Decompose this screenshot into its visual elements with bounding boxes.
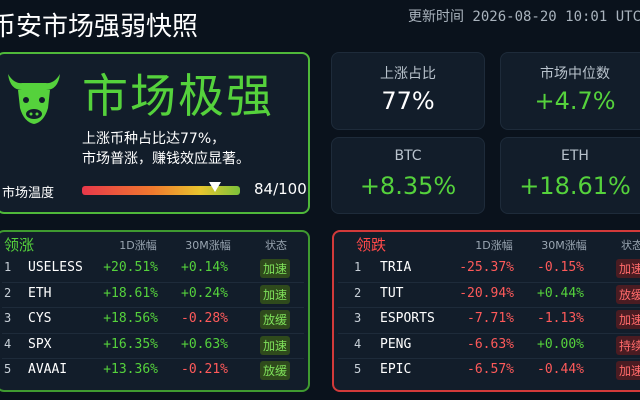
row-separator	[338, 281, 640, 283]
stat-label: ETH	[561, 148, 589, 164]
status-badge: 加速	[260, 259, 291, 278]
stat-value: +4.7%	[534, 87, 616, 115]
row-rank: 1	[4, 260, 12, 274]
change-30m: +0.44%	[537, 285, 584, 301]
row-separator	[2, 281, 304, 283]
stat-card: 上涨占比 77%	[331, 52, 485, 130]
column-header: 30M涨幅	[541, 239, 587, 252]
row-rank: 3	[4, 311, 12, 325]
description-line: 市场普涨，赚钱效应显著。	[82, 151, 250, 167]
change-1d: -25.37%	[459, 260, 514, 275]
symbol: AVAAI	[28, 362, 68, 377]
summary-card: 市场极强 上涨币种占比达77%， 市场普涨，赚钱效应显著。 市场温度 84/10…	[0, 52, 310, 214]
change-30m: -0.44%	[537, 362, 584, 377]
change-30m: +0.00%	[537, 336, 584, 352]
column-header: 1D涨幅	[119, 239, 157, 252]
symbol: TRIA	[380, 260, 412, 275]
row-separator	[338, 358, 640, 359]
symbol: EPIC	[380, 362, 412, 377]
change-30m: +0.63%	[181, 336, 228, 352]
symbol: USELESS	[28, 260, 83, 275]
change-1d: -6.57%	[467, 362, 514, 377]
symbol: ESPORTS	[380, 311, 435, 326]
row-rank: 4	[4, 336, 12, 351]
status-badge: 放缓	[260, 361, 291, 380]
row-rank: 5	[4, 362, 12, 376]
row-rank: 4	[354, 336, 362, 351]
change-1d: +16.35%	[103, 336, 158, 352]
change-1d: +18.61%	[103, 285, 158, 301]
market-level: 市场极强	[82, 69, 274, 123]
change-30m: -0.21%	[181, 362, 228, 377]
column-header: 30M涨幅	[185, 239, 231, 252]
symbol: TUT	[380, 285, 404, 301]
change-30m: +0.24%	[181, 285, 228, 301]
temperature-marker	[208, 182, 221, 192]
row-separator	[2, 307, 304, 308]
panel-title: 领涨	[4, 236, 35, 254]
status-badge: 放缓	[260, 310, 291, 329]
temperature-score: 84/100	[254, 180, 307, 198]
row-rank: 2	[354, 285, 362, 300]
row-rank: 5	[354, 362, 362, 376]
update-time: 更新时间 2026-08-20 10:01 UTC	[408, 9, 640, 25]
symbol: CYS	[28, 311, 52, 326]
stat-value: 77%	[381, 87, 435, 115]
row-separator	[338, 332, 640, 334]
change-1d: -20.94%	[459, 285, 514, 301]
row-separator	[338, 307, 640, 308]
stat-label: 上涨占比	[380, 66, 436, 82]
temperature-label: 市场温度	[2, 186, 55, 201]
bull-icon	[8, 74, 60, 124]
change-1d: +13.36%	[103, 362, 158, 377]
status-badge: 持续	[616, 335, 640, 355]
row-separator	[2, 358, 304, 359]
stat-card: BTC +8.35%	[331, 137, 485, 214]
status-badge: 加速	[260, 284, 291, 304]
change-30m: -0.28%	[181, 311, 228, 326]
status-badge: 加速	[616, 310, 640, 329]
symbol: SPX	[28, 336, 52, 352]
panel-title: 领跌	[356, 236, 387, 254]
page-title: 币安市场强弱快照	[0, 12, 199, 42]
status-badge: 加速	[616, 361, 640, 380]
change-1d: -7.71%	[467, 311, 514, 326]
stat-label: 市场中位数	[540, 66, 610, 82]
gainers-panel: 领涨 1D涨幅 30M涨幅 状态 1 USELESS +20.51% +0.14% 加速 2 ETH…	[0, 230, 310, 392]
stat-card: ETH +18.61%	[500, 137, 640, 214]
row-rank: 1	[354, 260, 362, 274]
stat-card: 市场中位数 +4.7%	[500, 52, 640, 130]
symbol: ETH	[28, 285, 52, 301]
status-badge: 放缓	[616, 284, 640, 304]
description-line: 上涨币种占比达77%，	[82, 131, 226, 147]
column-header: 状态	[265, 239, 287, 252]
row-rank: 2	[4, 285, 12, 300]
change-1d: +20.51%	[103, 260, 158, 275]
change-30m: +0.14%	[181, 260, 228, 275]
symbol: PENG	[380, 336, 412, 352]
temperature-bar	[82, 186, 240, 195]
status-badge: 加速	[616, 259, 640, 278]
change-1d: -6.63%	[467, 336, 514, 352]
row-rank: 3	[354, 311, 362, 325]
change-30m: -0.15%	[537, 260, 584, 275]
stat-value: +18.61%	[519, 172, 631, 200]
column-header: 1D涨幅	[475, 239, 513, 252]
change-30m: -1.13%	[537, 311, 584, 326]
stat-value: +8.35%	[359, 172, 457, 200]
change-1d: +18.56%	[103, 311, 158, 326]
stat-label: BTC	[394, 148, 422, 164]
row-separator	[2, 332, 304, 334]
column-header: 状态	[621, 239, 640, 252]
status-badge: 加速	[260, 335, 291, 355]
losers-panel: 领跌 1D涨幅 30M涨幅 状态 1 TRIA -25.37% -0.15% 加速 2 TUT -20…	[332, 230, 640, 392]
